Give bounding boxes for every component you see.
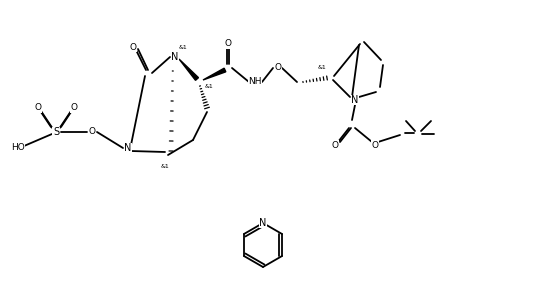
Text: N: N [259, 218, 267, 228]
Text: O: O [225, 40, 231, 49]
Text: O: O [71, 104, 77, 113]
Text: &1: &1 [161, 164, 169, 169]
Text: &1: &1 [179, 45, 188, 50]
Polygon shape [179, 59, 198, 80]
Text: N: N [351, 95, 359, 105]
Text: O: O [372, 141, 379, 150]
Text: NH: NH [248, 77, 262, 86]
Text: HO: HO [11, 143, 25, 152]
Polygon shape [203, 68, 226, 80]
Text: S: S [53, 127, 59, 137]
Text: O: O [332, 141, 339, 150]
Text: &1: &1 [205, 84, 214, 89]
Text: O: O [35, 104, 42, 113]
Text: &1: &1 [318, 65, 327, 70]
Text: O: O [129, 42, 136, 52]
Text: O: O [88, 127, 95, 136]
Text: N: N [172, 52, 179, 62]
Text: N: N [124, 143, 132, 153]
Text: O: O [275, 63, 282, 72]
